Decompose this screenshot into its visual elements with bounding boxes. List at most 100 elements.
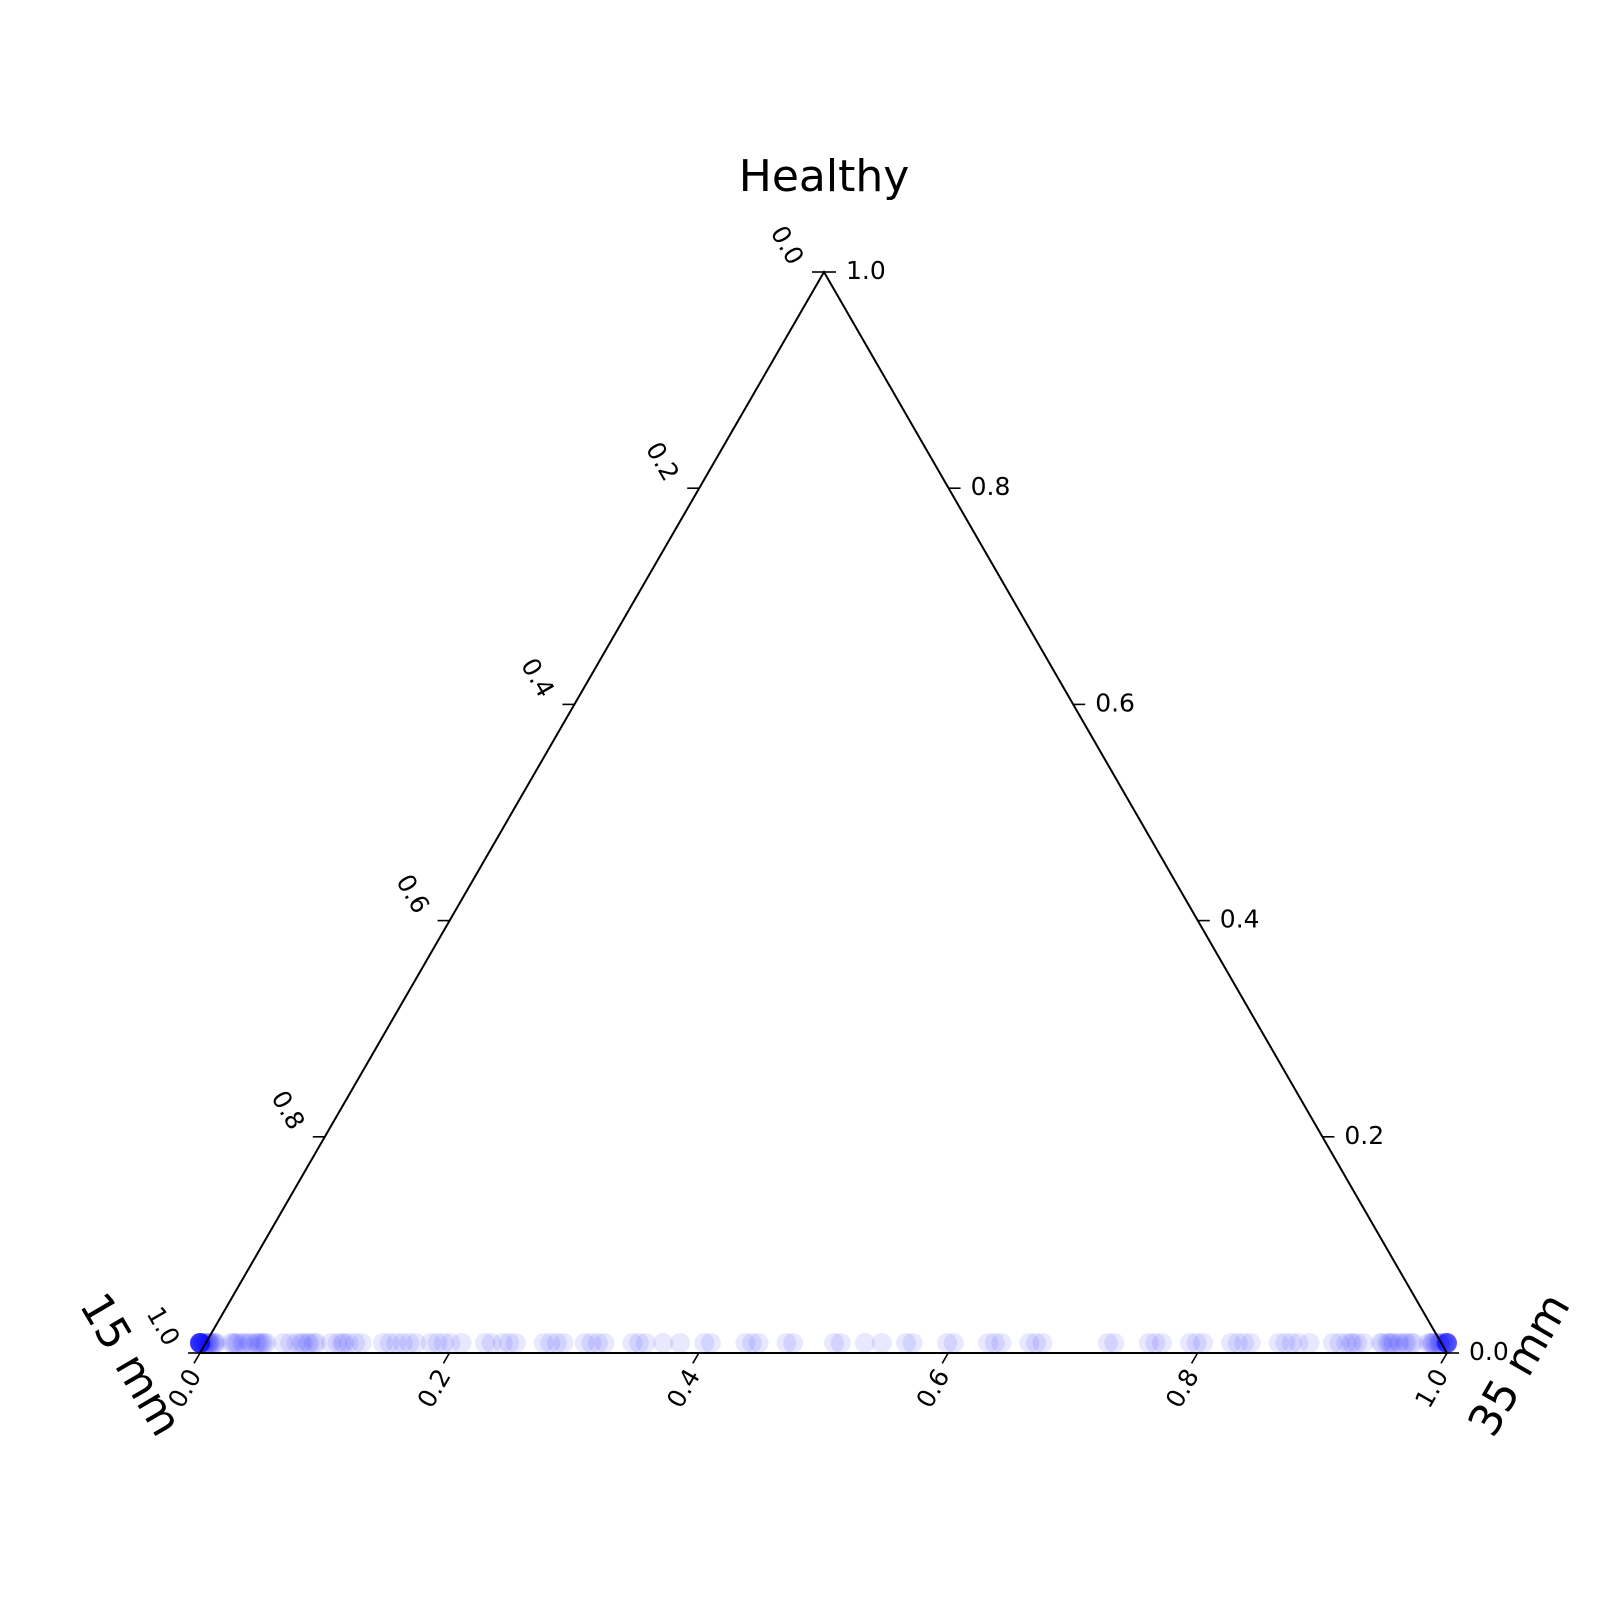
data-points-layer [190, 1333, 1457, 1353]
data-point [540, 1333, 561, 1353]
data-point [1437, 1333, 1457, 1353]
data-point [190, 1333, 210, 1353]
data-point [386, 1333, 407, 1353]
data-point [225, 1333, 246, 1353]
data-point [1329, 1333, 1350, 1353]
data-point [1383, 1333, 1404, 1353]
data-point [273, 1333, 294, 1353]
data-point [406, 1333, 426, 1353]
data-point [334, 1333, 355, 1353]
bottom-axis-1.0-tick-label: 1.0 [1409, 1364, 1454, 1413]
data-point [1240, 1333, 1261, 1353]
data-point [451, 1333, 472, 1353]
data-point [190, 1333, 210, 1353]
data-point [1322, 1333, 1343, 1353]
left-axis-0.8-tick-label: 0.8 [266, 1086, 311, 1135]
data-point [1397, 1333, 1417, 1353]
data-point [1299, 1333, 1320, 1353]
data-point [896, 1333, 916, 1353]
bottom-axis-0.6-tick [941, 1352, 949, 1364]
data-point [190, 1333, 210, 1353]
data-point [622, 1333, 643, 1353]
data-point [783, 1333, 804, 1353]
data-point [433, 1333, 454, 1353]
data-point [1377, 1333, 1398, 1353]
data-point [1193, 1333, 1214, 1353]
data-point [338, 1333, 359, 1353]
data-point [492, 1333, 513, 1353]
data-point [1370, 1333, 1391, 1353]
data-point [581, 1333, 602, 1353]
data-point [1353, 1333, 1374, 1353]
data-point [1336, 1333, 1357, 1353]
data-point [694, 1333, 715, 1353]
data-point [206, 1333, 227, 1353]
data-point [1381, 1333, 1402, 1353]
bottom-axis-0.0-tick [193, 1352, 201, 1364]
data-point [202, 1333, 223, 1353]
vertex-label-left: 15 mm [69, 1285, 192, 1445]
data-point [824, 1333, 845, 1353]
data-point [1281, 1333, 1302, 1353]
left-axis-0.4-tick-label: 0.4 [515, 653, 560, 702]
data-point [190, 1333, 210, 1353]
data-point [499, 1333, 520, 1353]
data-point [190, 1333, 210, 1353]
data-point [293, 1333, 314, 1353]
bottom-axis-0.8-tick-label: 0.8 [1160, 1364, 1205, 1413]
data-point [331, 1333, 352, 1353]
data-point [481, 1333, 502, 1353]
data-point [594, 1333, 615, 1353]
data-point [653, 1333, 674, 1353]
data-point [748, 1333, 769, 1353]
left-axis-0.6-tick-label: 0.6 [390, 869, 435, 918]
data-point [1424, 1333, 1445, 1353]
data-point [420, 1333, 441, 1353]
data-point [1379, 1333, 1400, 1353]
data-point [1388, 1333, 1409, 1353]
data-point [1437, 1333, 1457, 1353]
data-point [254, 1333, 275, 1353]
data-point [1032, 1333, 1053, 1353]
data-point [700, 1333, 721, 1353]
data-point [629, 1333, 649, 1353]
data-point [279, 1333, 300, 1353]
data-point [943, 1333, 964, 1353]
data-point [1227, 1333, 1248, 1353]
data-point [587, 1333, 608, 1353]
data-point [190, 1333, 210, 1353]
bottom-axis-0.2-tick-label: 0.2 [412, 1364, 457, 1413]
data-point [1435, 1333, 1456, 1353]
data-point [297, 1333, 318, 1353]
data-point [1145, 1333, 1166, 1353]
data-point [256, 1333, 277, 1353]
right-axis-0.4-tick-label: 0.4 [1220, 905, 1260, 934]
bottom-axis-1.0-tick [1440, 1352, 1448, 1364]
data-point [475, 1333, 495, 1353]
bottom-axis-0.8-tick [1190, 1352, 1199, 1364]
data-point [286, 1333, 307, 1353]
data-point [1342, 1333, 1363, 1353]
data-point [574, 1333, 595, 1353]
data-point [1394, 1333, 1415, 1353]
data-point [1437, 1333, 1457, 1353]
data-point [190, 1333, 210, 1353]
data-point [1221, 1333, 1241, 1353]
right-axis-0.0-tick-label: 0.0 [1469, 1337, 1509, 1366]
data-point [199, 1333, 220, 1353]
data-point [1435, 1333, 1456, 1353]
data-point [937, 1333, 958, 1353]
data-point [553, 1333, 574, 1353]
data-point [830, 1333, 851, 1353]
data-point [190, 1333, 210, 1353]
right-axis-0.2-tick-label: 0.2 [1344, 1121, 1384, 1150]
data-point [1418, 1333, 1439, 1353]
data-point [1437, 1333, 1457, 1353]
data-point [320, 1333, 341, 1353]
data-point [379, 1333, 400, 1353]
bottom-axis-0.2-tick [442, 1352, 451, 1364]
data-point [304, 1333, 325, 1353]
data-point [670, 1333, 691, 1353]
data-point [392, 1333, 413, 1353]
